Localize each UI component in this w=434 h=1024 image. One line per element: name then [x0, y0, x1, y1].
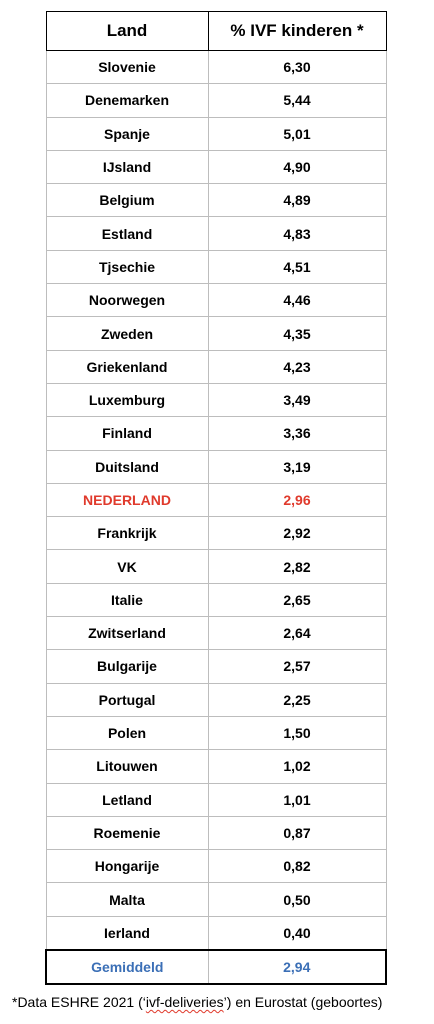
- cell-ivf-pct: 0,50: [207, 882, 387, 917]
- table-row: Bulgarije 2,57: [45, 649, 387, 684]
- cell-ivf-pct: 4,23: [207, 349, 387, 384]
- table-row: Zweden 4,35: [45, 316, 387, 351]
- table-row: VK 2,82: [45, 549, 387, 584]
- table-row: Griekenland 4,23: [45, 349, 387, 384]
- cell-ivf-pct: 0,82: [207, 849, 387, 884]
- table-row: Malta 0,50: [45, 882, 387, 917]
- cell-ivf-pct: 2,96: [207, 482, 387, 518]
- cell-land: Estland: [45, 216, 209, 251]
- cell-land: Ierland: [45, 915, 209, 951]
- cell-ivf-pct: 4,89: [207, 183, 387, 218]
- cell-ivf-pct: 2,82: [207, 549, 387, 584]
- table-row: Spanje 5,01: [45, 116, 387, 151]
- table-row: Belgium 4,89: [45, 183, 387, 218]
- cell-land: Letland: [45, 782, 209, 817]
- cell-land: Luxemburg: [45, 382, 209, 418]
- cell-ivf-pct: 4,83: [207, 216, 387, 251]
- cell-ivf-pct: 3,49: [207, 382, 387, 418]
- cell-land: Bulgarije: [45, 649, 209, 684]
- table-row: Polen 1,50: [45, 715, 387, 751]
- header-land: Land: [45, 11, 209, 51]
- cell-ivf-pct: 4,51: [207, 249, 387, 285]
- table-row: Frankrijk 2,92: [45, 516, 387, 551]
- average-row: Gemiddeld 2,94: [45, 949, 387, 986]
- footnote-spellcheck-word: ivf-deliveries: [145, 994, 224, 1010]
- cell-land: Italie: [45, 582, 209, 618]
- cell-land: Portugal: [45, 682, 209, 717]
- average-value: 2,94: [207, 949, 387, 986]
- table-row: Estland 4,83: [45, 216, 387, 251]
- cell-ivf-pct: 2,57: [207, 649, 387, 684]
- cell-land: VK: [45, 549, 209, 584]
- table-row: NEDERLAND 2,96: [45, 482, 387, 518]
- cell-land: Noorwegen: [45, 283, 209, 318]
- table-row: Letland 1,01: [45, 782, 387, 817]
- ivf-table: Land % IVF kinderen * Slovenie 6,30 Denema…: [45, 11, 387, 986]
- table-row: Portugal 2,25: [45, 682, 387, 717]
- cell-ivf-pct: 2,92: [207, 516, 387, 551]
- table-row: Tjsechie 4,51: [45, 249, 387, 285]
- ivf-table-container: Land % IVF kinderen * Slovenie 6,30 Denema…: [45, 11, 387, 986]
- cell-land: Roemenie: [45, 815, 209, 851]
- cell-land: Spanje: [45, 116, 209, 151]
- table-row: IJsland 4,90: [45, 149, 387, 185]
- cell-land: NEDERLAND: [45, 482, 209, 518]
- cell-ivf-pct: 2,65: [207, 582, 387, 618]
- table-row: Finland 3,36: [45, 416, 387, 451]
- table-row: Zwitserland 2,64: [45, 616, 387, 651]
- cell-land: Slovenie: [45, 49, 209, 85]
- cell-land: IJsland: [45, 149, 209, 185]
- table-row: Roemenie 0,87: [45, 815, 387, 851]
- cell-land: Tjsechie: [45, 249, 209, 285]
- table-row: Italie 2,65: [45, 582, 387, 618]
- cell-land: Denemarken: [45, 83, 209, 118]
- cell-ivf-pct: 4,90: [207, 149, 387, 185]
- cell-ivf-pct: 3,19: [207, 449, 387, 484]
- cell-land: Hongarije: [45, 849, 209, 884]
- cell-land: Duitsland: [45, 449, 209, 484]
- cell-land: Zwitserland: [45, 616, 209, 651]
- cell-ivf-pct: 3,36: [207, 416, 387, 451]
- table-body: Slovenie 6,30 Denemarken 5,44 Spanje 5,01 IJsl…: [45, 49, 387, 986]
- cell-ivf-pct: 0,87: [207, 815, 387, 851]
- cell-ivf-pct: 0,40: [207, 915, 387, 951]
- table-row: Luxemburg 3,49: [45, 382, 387, 418]
- cell-ivf-pct: 1,01: [207, 782, 387, 817]
- cell-ivf-pct: 5,01: [207, 116, 387, 151]
- cell-ivf-pct: 4,46: [207, 283, 387, 318]
- table-header-row: Land % IVF kinderen *: [45, 11, 387, 51]
- cell-land: Belgium: [45, 183, 209, 218]
- footnote-text-before: *Data ESHRE 2021 (‘: [12, 994, 146, 1010]
- table-row: Hongarije 0,82: [45, 849, 387, 884]
- cell-land: Griekenland: [45, 349, 209, 384]
- cell-ivf-pct: 6,30: [207, 49, 387, 85]
- cell-land: Polen: [45, 715, 209, 751]
- cell-ivf-pct: 1,50: [207, 715, 387, 751]
- table-row: Noorwegen 4,46: [45, 283, 387, 318]
- cell-ivf-pct: 4,35: [207, 316, 387, 351]
- cell-ivf-pct: 1,02: [207, 749, 387, 784]
- table-row: Ierland 0,40: [45, 915, 387, 951]
- average-label: Gemiddeld: [45, 949, 209, 986]
- table-row: Duitsland 3,19: [45, 449, 387, 484]
- cell-land: Malta: [45, 882, 209, 917]
- cell-land: Litouwen: [45, 749, 209, 784]
- cell-land: Finland: [45, 416, 209, 451]
- table-row: Slovenie 6,30: [45, 49, 387, 85]
- cell-ivf-pct: 2,25: [207, 682, 387, 717]
- table-row: Denemarken 5,44: [45, 83, 387, 118]
- footnote-text-after: ’) en Eurostat (geboortes): [223, 994, 383, 1010]
- footnote: *Data ESHRE 2021 (‘ivf-deliveries’) en E…: [12, 994, 382, 1010]
- header-ivf-pct: % IVF kinderen *: [207, 11, 387, 51]
- table-row: Litouwen 1,02: [45, 749, 387, 784]
- cell-land: Frankrijk: [45, 516, 209, 551]
- cell-ivf-pct: 2,64: [207, 616, 387, 651]
- cell-land: Zweden: [45, 316, 209, 351]
- cell-ivf-pct: 5,44: [207, 83, 387, 118]
